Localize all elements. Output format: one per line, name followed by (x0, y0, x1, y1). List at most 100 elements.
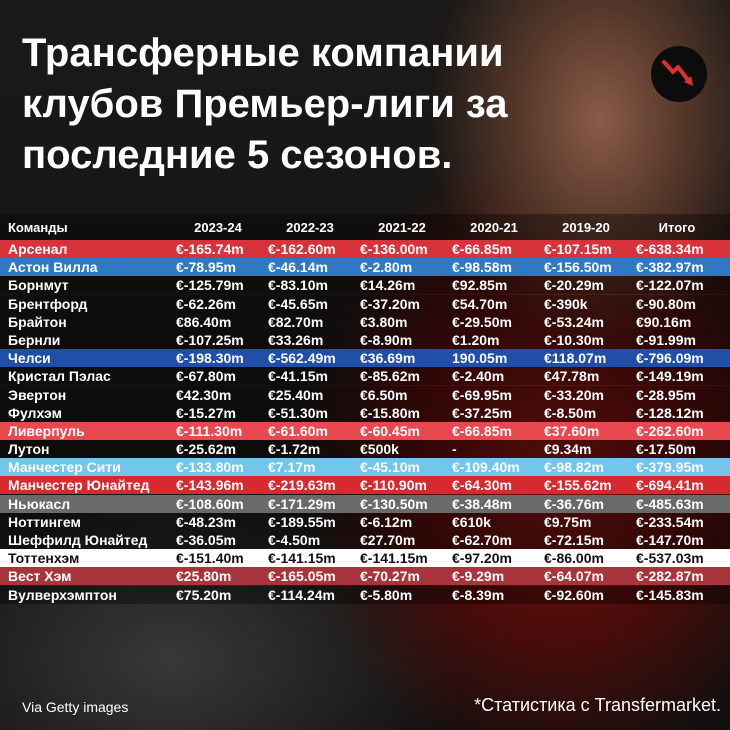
photo-credit: Via Getty images (22, 699, 129, 715)
header-season: 2023-24 (194, 219, 242, 235)
season-cell: €37.60m (544, 422, 600, 439)
total-cell: €-694.41m (636, 477, 704, 494)
team-name: Челси (8, 350, 51, 367)
table-body: Арсенал €-165.74m €-162.60m €-136.00m €-66.8… (0, 240, 730, 604)
season-cell: €-60.45m (360, 422, 420, 439)
season-cell: €-6.12m (360, 513, 413, 530)
season-cell: €9.75m (544, 513, 592, 530)
season-cell: €-2.80m (360, 259, 413, 276)
season-cell: €-15.80m (360, 404, 420, 421)
team-name: Фулхэм (8, 404, 62, 421)
season-cell: €-4.50m (268, 532, 321, 548)
page-title: Трансферные компании клубов Премьер-лиги… (22, 31, 508, 177)
team-name: Ливерпуль (8, 422, 85, 439)
season-cell: €-64.30m (452, 477, 512, 494)
team-name: Шеффилд Юнайтед (8, 532, 148, 548)
total-cell: €-17.50m (636, 441, 696, 458)
season-cell: €-114.24m (268, 586, 335, 603)
season-cell: €-141.15m (268, 550, 336, 567)
season-cell: €-69.95m (452, 386, 512, 403)
season-cell: €-109.40m (452, 459, 520, 476)
season-cell: €118.07m (544, 350, 607, 367)
total-cell: €-145.83m (636, 586, 704, 603)
season-cell: €-10.30m (544, 331, 604, 348)
team-name: Эвертон (8, 386, 67, 403)
season-cell: €82.70m (268, 313, 324, 330)
total-cell: €-122.07m (636, 277, 704, 294)
season-cell: €-133.80m (176, 459, 244, 476)
table-row: Челси €-198.30m €-562.49m €36.69m 190.05m €11… (0, 349, 730, 368)
season-cell: €54.70m (452, 295, 508, 312)
season-cell: €-8.90m (360, 331, 413, 348)
table-row: Вест Хэм €25.80m €-165.05m €-70.27m €-9.29m €… (0, 567, 730, 586)
falling-trend-arrow-icon (652, 47, 706, 101)
table-header-row: Команды 2023-24 2022-23 2021-22 2020-21 … (0, 214, 730, 240)
season-cell: €6.50m (360, 386, 408, 403)
season-cell: €-8.50m (544, 404, 597, 421)
season-cell: €-92.60m (544, 586, 604, 603)
total-cell: €-485.63m (636, 495, 704, 512)
header-total: Итого (658, 219, 696, 235)
table-row: Лутон €-25.62m €-1.72m €500k - €9.34m €-17.50m (0, 440, 730, 459)
season-cell: €-98.82m (544, 459, 604, 476)
header-season: 2021-22 (378, 219, 426, 235)
season-cell: €-198.30m (176, 350, 244, 367)
source-note: *Статистика с Transfermarket. (474, 695, 721, 715)
season-cell: €-143.96m (176, 477, 244, 494)
table-row: Фулхэм €-15.27m €-51.30m €-15.80m €-37.25m €-… (0, 403, 730, 422)
season-cell: €-67.80m (176, 368, 236, 385)
season-cell: €500k (360, 441, 399, 458)
team-name: Борнмут (8, 277, 69, 294)
team-name: Вулверхэмптон (8, 586, 117, 603)
season-cell: €-46.14m (268, 259, 328, 276)
season-cell: €-72.15m (544, 532, 604, 548)
team-name: Брентфорд (8, 295, 88, 312)
table-row: Арсенал €-165.74m €-162.60m €-136.00m €-66.8… (0, 240, 730, 258)
season-cell: €-171.29m (268, 495, 336, 512)
table-row: Брентфорд €-62.26m €-45.65m €-37.20m €54.70m… (0, 294, 730, 313)
team-name: Арсенал (8, 241, 68, 257)
team-name: Вест Хэм (8, 568, 72, 585)
table-row: Эвертон €42.30m €25.40m €6.50m €-69.95m €-33.… (0, 385, 730, 404)
season-cell: €7.17m (268, 459, 316, 476)
season-cell: €-37.25m (452, 404, 512, 421)
table-row: Ливерпуль €-111.30m €-61.60m €-60.45m €-66.8… (0, 421, 730, 440)
season-cell: €-98.58m (452, 259, 512, 276)
season-cell: €25.40m (268, 386, 324, 403)
table-row: Ноттингем €-48.23m €-189.55m €-6.12m €610k €9… (0, 512, 730, 531)
team-name: Астон Вилла (8, 259, 98, 276)
season-cell: €-62.70m (452, 532, 512, 548)
table-row: Шеффилд Юнайтед €-36.05m €-4.50m €27.70m €-6… (0, 531, 730, 549)
table-row: Брайтон €86.40m €82.70m €3.80m €-29.50m €-53.… (0, 312, 730, 331)
season-cell: €14.26m (360, 277, 416, 294)
season-cell: €-66.85m (452, 422, 512, 439)
total-cell: €-91.99m (636, 331, 696, 348)
season-cell: €-5.80m (360, 586, 413, 603)
total-cell: €-796.09m (636, 350, 704, 367)
season-cell: €-97.20m (452, 550, 512, 567)
season-cell: €33.26m (268, 331, 324, 348)
season-cell: €-41.15m (268, 368, 328, 385)
season-cell: €3.80m (360, 313, 408, 330)
season-cell: €-45.65m (268, 295, 328, 312)
header-season: 2019-20 (562, 219, 610, 235)
brand-logo (651, 46, 707, 102)
season-cell: €-36.76m (544, 495, 604, 512)
season-cell: €-15.27m (176, 404, 236, 421)
season-cell: €-130.50m (360, 495, 428, 512)
season-cell: €-562.49m (268, 350, 336, 367)
season-cell: €-1.72m (268, 441, 321, 458)
season-cell: €-25.62m (176, 441, 236, 458)
total-cell: €-147.70m (636, 532, 704, 548)
season-cell: €-86.00m (544, 550, 604, 567)
season-cell: €-20.29m (544, 277, 604, 294)
season-cell: 190.05m (452, 350, 508, 367)
table-row: Манчестер Юнайтед €-143.96m €-219.63m €-110… (0, 476, 730, 495)
season-cell: €-155.62m (544, 477, 612, 494)
season-cell: €-36.05m (176, 532, 236, 548)
season-cell: €92.85m (452, 277, 508, 294)
season-cell: €-156.50m (544, 259, 612, 276)
season-cell: €-78.95m (176, 259, 236, 276)
season-cell: €27.70m (360, 532, 416, 548)
table-row: Бернли €-107.25m €33.26m €-8.90m €1.20m €-10.… (0, 330, 730, 349)
